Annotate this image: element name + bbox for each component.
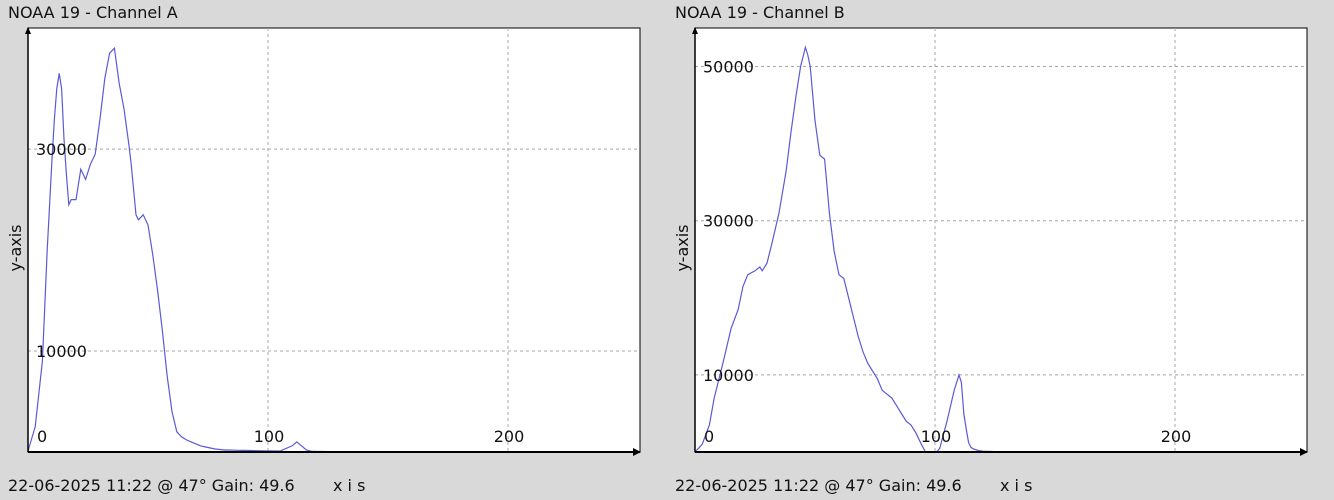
series-line — [27, 46, 640, 453]
y-tick-label: 30000 — [703, 212, 754, 231]
x-tick-label: 0 — [704, 427, 714, 446]
plot-area — [694, 27, 1308, 453]
plot-area — [27, 27, 641, 453]
y-tick-label: 50000 — [703, 58, 754, 77]
x-tick-label: 100 — [921, 427, 952, 446]
x-axis-label: x i s — [1000, 476, 1032, 495]
chart-panel-channel-a: NOAA 19 - Channel A 0 100 200 10000 30000 y-a… — [6, 3, 641, 495]
chart-footer: 22-06-2025 11:22 @ 47° Gain: 49.6 — [8, 476, 295, 495]
y-tick-label: 30000 — [36, 140, 87, 159]
series-line — [694, 45, 1307, 453]
x-axis-arrow — [633, 448, 641, 456]
x-axis-label: x i s — [333, 476, 365, 495]
chart-title: NOAA 19 - Channel A — [8, 3, 178, 22]
y-axis-label: y-axis — [6, 224, 25, 271]
y-axis-label: y-axis — [673, 224, 692, 271]
y-tick-label: 10000 — [703, 366, 754, 385]
chart-svg: 0 100 200 10000 30000 50000 y-axis x i s — [673, 27, 1308, 495]
y-axis-arrow — [25, 27, 31, 34]
y-tick-label: 10000 — [36, 342, 87, 361]
chart-title: NOAA 19 - Channel B — [675, 3, 845, 22]
x-tick-label: 100 — [254, 427, 285, 446]
y-axis-arrow — [692, 27, 698, 34]
chart-panel-channel-b: NOAA 19 - Channel B 0 100 200 10000 30000 500… — [667, 0, 1334, 500]
chart-footer: 22-06-2025 11:22 @ 47° Gain: 49.6 — [675, 476, 962, 495]
chart-svg: 0 100 200 10000 30000 y-axis x i s — [6, 27, 641, 495]
x-tick-label: 200 — [494, 427, 525, 446]
x-tick-label: 0 — [37, 427, 47, 446]
x-tick-label: 200 — [1161, 427, 1192, 446]
x-axis-arrow — [1300, 448, 1308, 456]
